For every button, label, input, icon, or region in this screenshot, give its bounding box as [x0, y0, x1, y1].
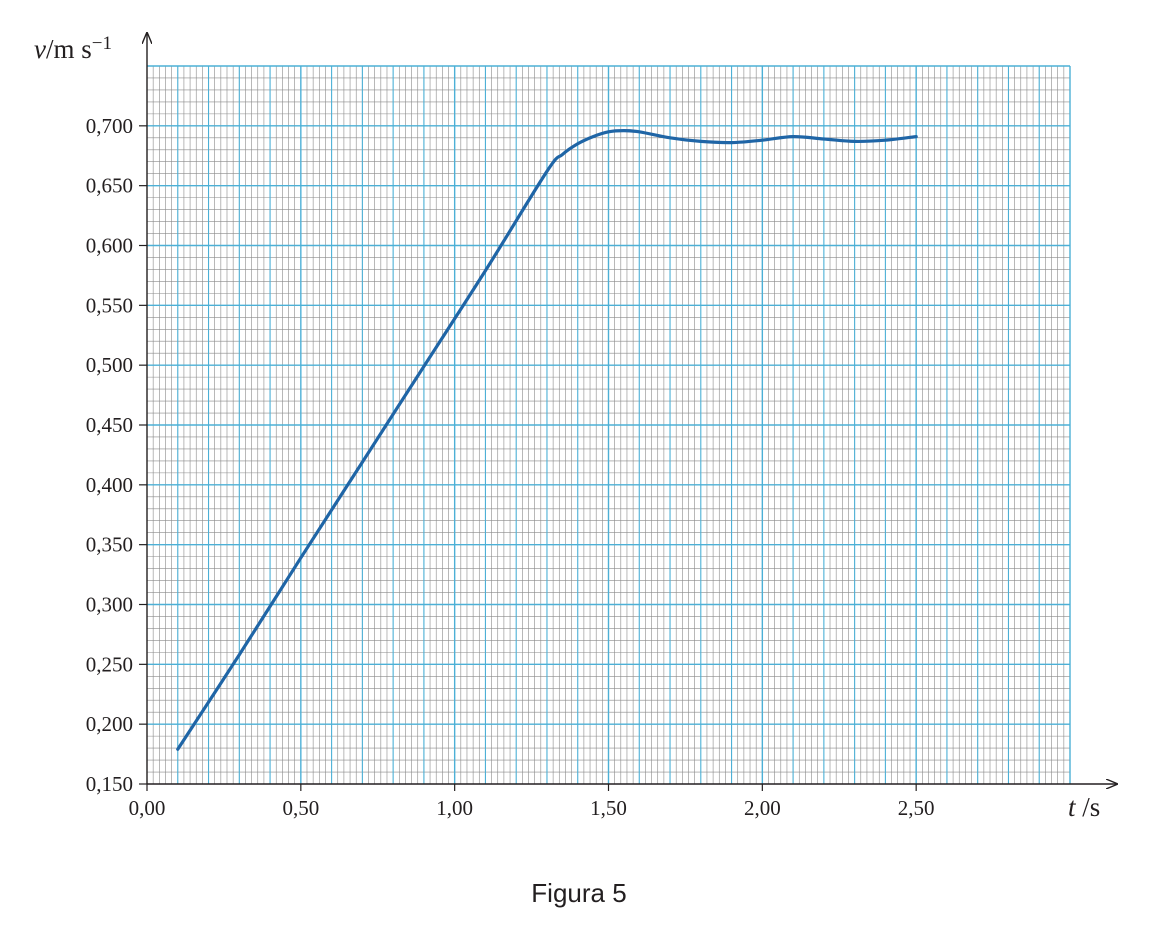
x-tick-label: 0,00: [129, 796, 166, 820]
y-axis-symbol: v: [34, 34, 46, 64]
velocity-time-chart: 0,1500,2000,2500,3000,3500,4000,4500,500…: [34, 0, 1158, 822]
y-tick-label: 0,500: [86, 353, 133, 377]
tick-labels: 0,1500,2000,2500,3000,3500,4000,4500,500…: [86, 114, 935, 820]
y-tick-label: 0,700: [86, 114, 133, 138]
y-tick-label: 0,600: [86, 234, 133, 258]
y-axis-title: v/m s−1: [34, 33, 112, 64]
y-axis-unit: /m s: [46, 34, 92, 64]
x-tick-label: 1,50: [590, 796, 627, 820]
axis-titles: v/m s−1 t /s: [34, 33, 1100, 822]
velocity-series-line: [176, 129, 918, 751]
y-tick-label: 0,350: [86, 533, 133, 557]
y-tick-label: 0,200: [86, 712, 133, 736]
y-tick-label: 0,450: [86, 413, 133, 437]
x-axis-unit: /s: [1076, 792, 1101, 822]
y-tick-label: 0,150: [86, 772, 133, 796]
y-tick-label: 0,400: [86, 473, 133, 497]
y-tick-label: 0,650: [86, 174, 133, 198]
major-grid: [147, 65, 1071, 784]
series-group: [176, 129, 918, 751]
figure-caption: Figura 5: [531, 878, 627, 908]
x-tick-label: 2,00: [744, 796, 781, 820]
axes: [139, 33, 1117, 791]
y-tick-label: 0,300: [86, 593, 133, 617]
x-axis-symbol: t: [1068, 792, 1077, 822]
y-tick-label: 0,250: [86, 652, 133, 676]
x-tick-label: 2,50: [898, 796, 935, 820]
x-tick-label: 0,50: [282, 796, 319, 820]
x-axis-title: t /s: [1068, 792, 1100, 822]
x-tick-label: 1,00: [436, 796, 473, 820]
y-tick-label: 0,550: [86, 293, 133, 317]
y-axis-unit-exponent: −1: [92, 33, 112, 54]
